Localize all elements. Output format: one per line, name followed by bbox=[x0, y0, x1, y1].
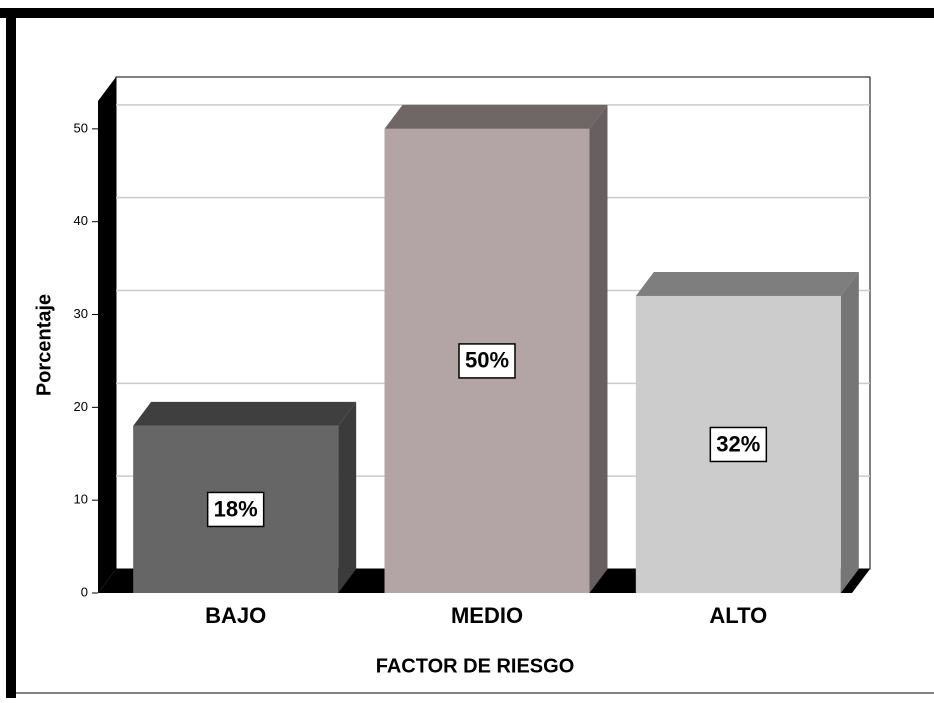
bar-top bbox=[133, 401, 357, 426]
x-tick-label: BAJO bbox=[205, 603, 266, 628]
left-wall bbox=[98, 77, 116, 593]
y-tick-label: 30 bbox=[74, 306, 88, 321]
bar-top bbox=[635, 271, 859, 296]
value-label-box bbox=[458, 343, 516, 379]
y-tick-label: 50 bbox=[74, 120, 88, 135]
value-label: 32% bbox=[716, 431, 760, 456]
y-tick-label: 20 bbox=[74, 399, 88, 414]
bar-side bbox=[840, 271, 859, 593]
bar-top bbox=[384, 104, 608, 129]
bar-side bbox=[589, 104, 608, 593]
frame-top bbox=[0, 8, 934, 18]
frame-left bbox=[6, 8, 16, 698]
y-tick-label: 40 bbox=[74, 213, 88, 228]
value-label: 50% bbox=[465, 348, 509, 373]
value-label-box bbox=[709, 426, 768, 463]
x-axis-title: FACTOR DE RIESGO bbox=[376, 655, 575, 677]
x-tick-label: ALTO bbox=[709, 603, 767, 628]
value-label: 18% bbox=[214, 496, 258, 521]
y-tick-label: 0 bbox=[81, 584, 88, 599]
y-axis-title: Porcentaje bbox=[33, 294, 55, 396]
value-label-box bbox=[206, 491, 265, 528]
y-tick-label: 10 bbox=[74, 492, 88, 507]
bar-side bbox=[338, 401, 357, 593]
x-tick-label: MEDIO bbox=[451, 603, 523, 628]
